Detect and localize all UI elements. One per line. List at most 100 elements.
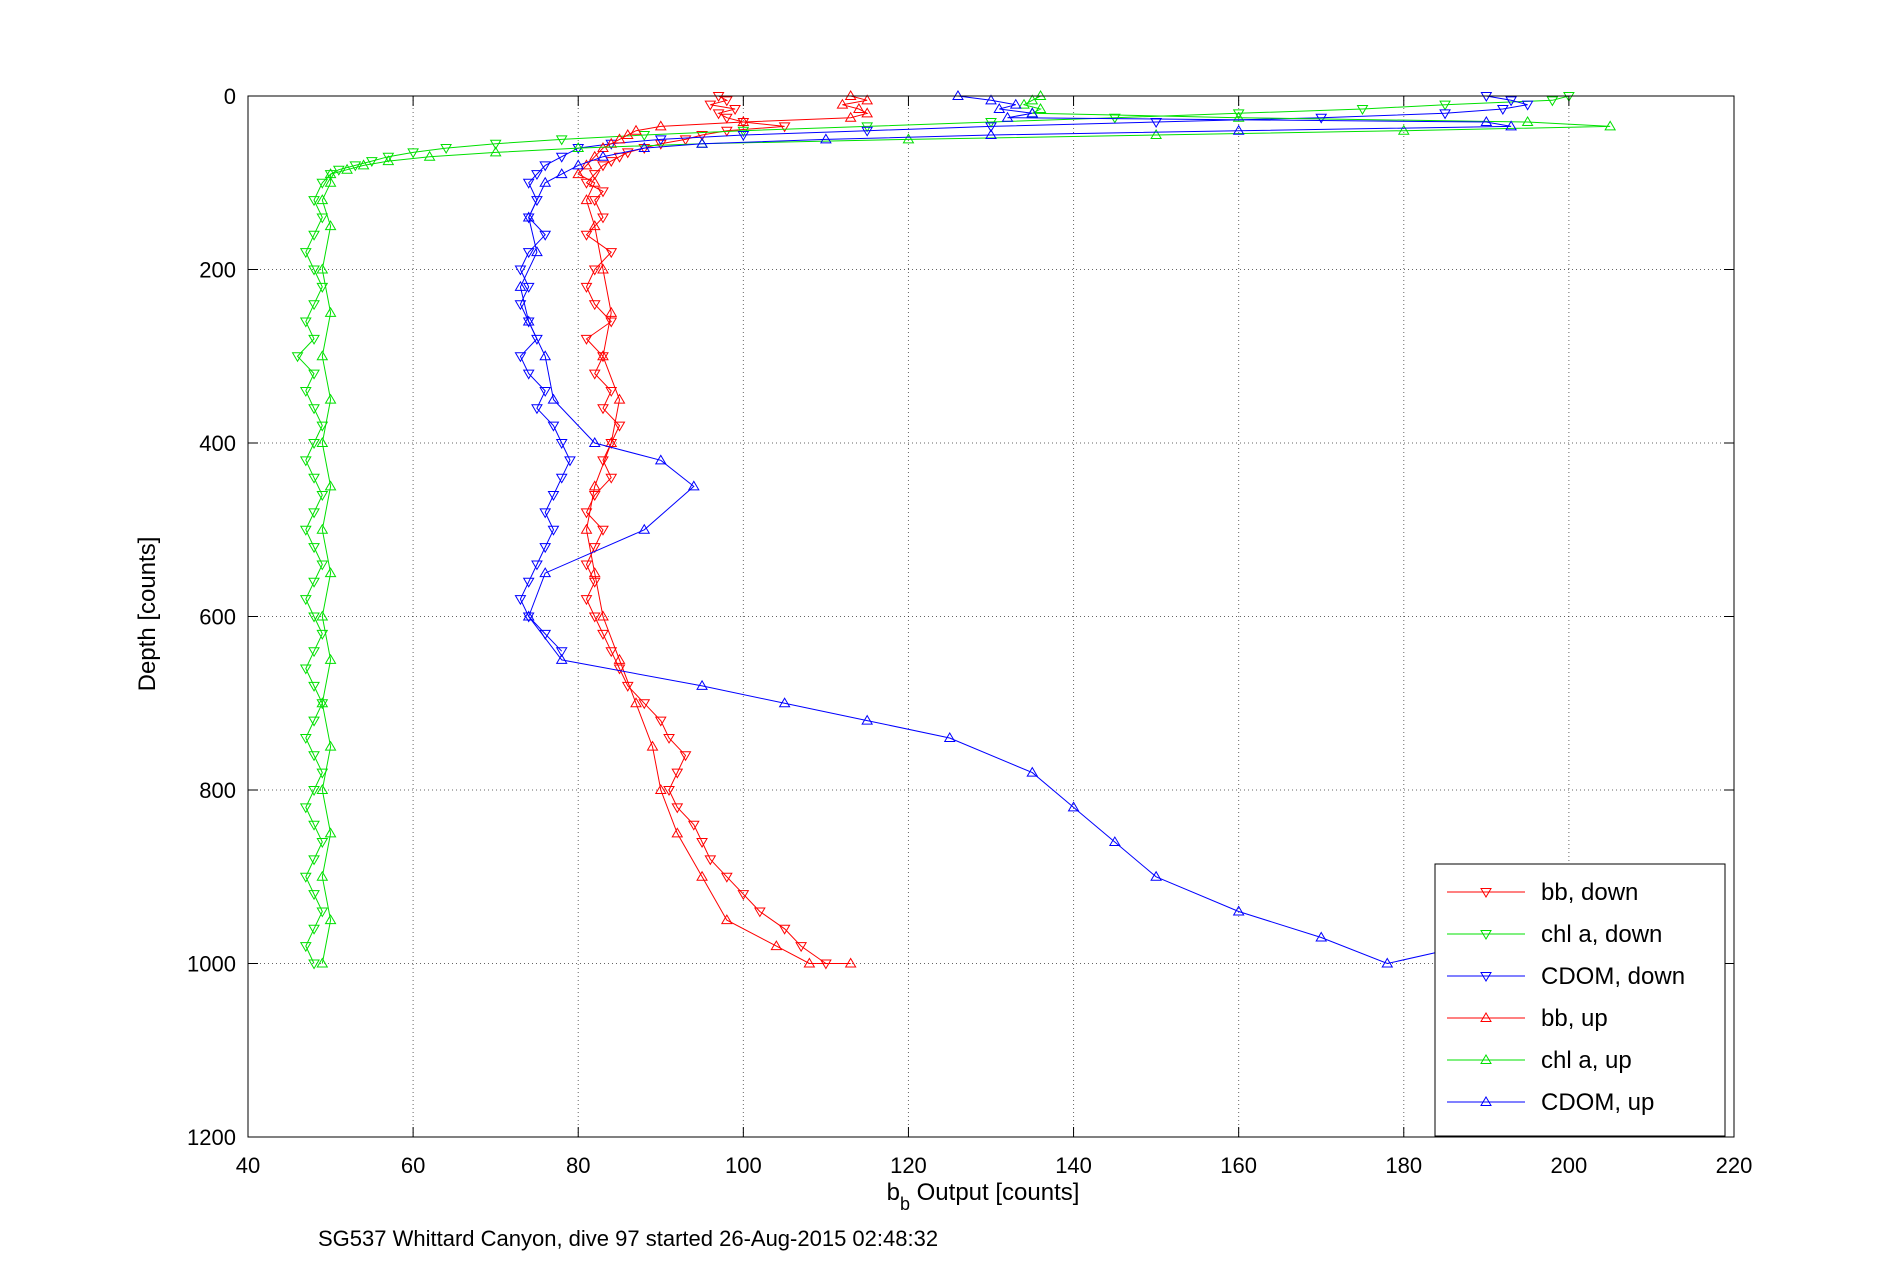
data-point <box>308 959 320 970</box>
data-point <box>1009 98 1022 109</box>
data-point <box>580 230 593 241</box>
data-point <box>308 647 320 658</box>
data-point <box>308 820 320 831</box>
data-point <box>308 473 320 484</box>
data-point <box>316 194 329 205</box>
series-line <box>296 95 1570 964</box>
data-point <box>308 924 320 935</box>
x-tick-label: 140 <box>1055 1153 1092 1178</box>
data-point <box>795 942 807 953</box>
data-point <box>1356 105 1369 115</box>
data-point <box>522 178 535 189</box>
data-point <box>580 334 593 345</box>
data-point <box>588 170 601 181</box>
series-4 <box>316 90 1617 968</box>
data-point <box>308 612 320 623</box>
data-point <box>522 282 535 293</box>
data-point <box>605 386 618 397</box>
data-point <box>605 248 618 259</box>
data-point <box>588 480 601 491</box>
data-point <box>522 610 535 621</box>
series-layer <box>291 90 1617 970</box>
data-point <box>316 421 329 432</box>
data-point <box>861 126 874 137</box>
data-point <box>720 113 733 124</box>
data-point <box>985 129 997 140</box>
data-point <box>853 103 865 114</box>
data-point <box>943 731 956 742</box>
data-point <box>308 230 320 241</box>
data-point <box>531 246 543 257</box>
y-tick-label: 1000 <box>187 952 236 977</box>
data-point <box>324 740 337 751</box>
data-point <box>770 940 783 951</box>
data-point <box>1505 120 1517 131</box>
data-point <box>654 784 667 794</box>
legend-label: chl a, up <box>1541 1047 1632 1074</box>
data-point <box>299 733 312 744</box>
data-point <box>423 150 436 161</box>
data-point <box>820 133 832 144</box>
data-point <box>539 350 552 361</box>
data-point <box>712 109 725 120</box>
data-point <box>654 120 667 131</box>
data-point <box>993 103 1006 114</box>
data-point <box>299 386 312 397</box>
data-point <box>555 135 568 146</box>
data-point <box>572 168 585 179</box>
data-point <box>324 220 337 231</box>
data-point <box>299 248 312 259</box>
data-point <box>1232 124 1245 135</box>
data-point <box>671 803 684 814</box>
data-point <box>588 300 601 311</box>
data-point <box>316 178 329 189</box>
axes-layer: 40 60 80 100 120 140 160 180 200 220 0 200 400 600 800… <box>187 84 1752 1178</box>
data-point <box>299 942 312 953</box>
legend-label: chl a, down <box>1541 921 1662 948</box>
y-tick-label: 800 <box>199 778 236 803</box>
data-point <box>316 263 329 274</box>
data-point <box>531 404 543 415</box>
data-point <box>316 350 329 361</box>
data-point <box>1563 92 1575 102</box>
data-point <box>489 146 502 157</box>
data-point <box>489 139 502 150</box>
data-point <box>514 595 527 606</box>
data-point <box>605 306 618 317</box>
data-point <box>357 159 370 170</box>
data-point <box>308 265 320 276</box>
data-point <box>687 820 700 831</box>
data-point <box>687 480 700 491</box>
data-point <box>341 163 353 174</box>
data-point <box>514 300 527 311</box>
data-point <box>555 653 568 664</box>
data-point <box>1521 116 1534 127</box>
data-point <box>555 152 568 163</box>
data-point <box>316 870 329 881</box>
data-point <box>522 213 535 224</box>
x-tick-label: 100 <box>725 1153 762 1178</box>
data-point <box>613 393 626 404</box>
data-point <box>1232 905 1245 916</box>
data-point <box>902 133 915 144</box>
data-point <box>597 187 609 198</box>
legend-entry: chl a, up <box>1447 1047 1632 1074</box>
data-point <box>316 437 329 447</box>
legend-label: bb, up <box>1541 1005 1608 1032</box>
data-point <box>1067 801 1080 812</box>
data-point <box>308 369 320 380</box>
y-axis-label: Depth [counts] <box>134 537 161 692</box>
data-point <box>1150 118 1162 129</box>
data-point <box>654 139 667 150</box>
data-point <box>605 473 618 484</box>
data-point <box>597 610 609 621</box>
data-point <box>299 456 312 467</box>
data-point <box>1018 98 1030 109</box>
data-point <box>630 124 642 135</box>
data-point <box>316 768 329 779</box>
data-point <box>696 870 708 881</box>
data-point <box>679 135 692 146</box>
data-point <box>1150 129 1162 140</box>
data-point <box>1480 116 1493 127</box>
